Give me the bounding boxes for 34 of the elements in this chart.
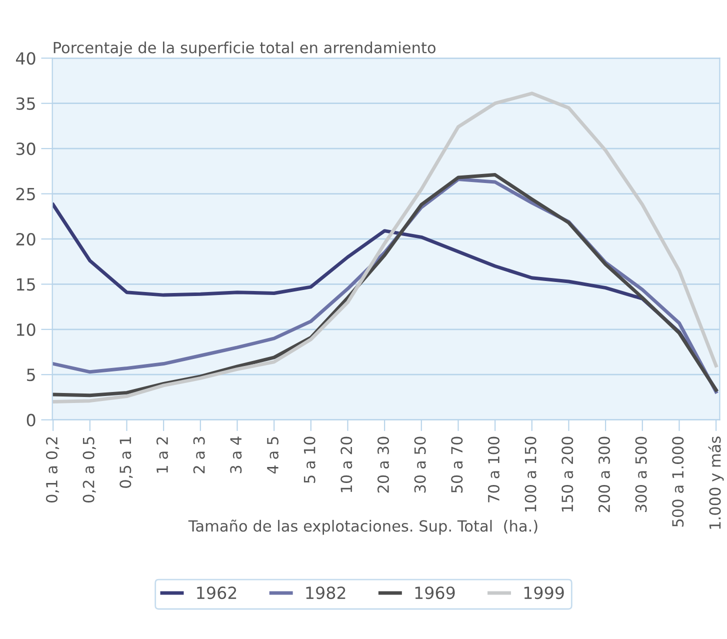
x-tick-label: 0,1 a 0,2	[46, 437, 60, 502]
y-tick-label: 20	[16, 232, 36, 246]
x-tick-label: 30 a 50	[414, 436, 426, 493]
x-tick-label: 1.000 y más	[708, 436, 724, 529]
x-tick-label: 0,5 a 1	[120, 437, 133, 488]
y-tick-label: 5	[27, 368, 35, 382]
y-tick-label: 0	[26, 414, 36, 426]
x-tick-label: 4 a 5	[267, 437, 278, 474]
x-tick-label: 2 a 3	[193, 437, 205, 474]
x-tick-label: 5 a 10	[304, 436, 316, 483]
y-tick-label: 40	[16, 52, 36, 65]
x-tick-label: 0,2 a 0,5	[82, 437, 96, 502]
legend-label: 1982	[306, 586, 346, 600]
y-axis-title: Porcentaje de la superficie total en arrendamiento	[54, 42, 436, 56]
x-tick-label: 3 a 4	[230, 436, 242, 474]
x-tick-label: 300 a 500	[635, 436, 647, 512]
x-tick-label: 500 a 1.000	[672, 436, 684, 527]
y-tick-label: 15	[16, 278, 35, 291]
x-tick-label: 10 a 20	[340, 436, 352, 492]
x-tick-label: 1 a 2	[156, 437, 168, 473]
legend-label: 1969	[415, 586, 455, 600]
x-tick-label: 70 a 100	[488, 436, 500, 502]
legend-label: 1999	[524, 586, 564, 600]
x-axis-title: Tamaño de las explotaciones. Sup. Total (ha.)	[188, 520, 538, 535]
x-tick-label: 200 a 300	[598, 436, 610, 512]
y-tick-label: 35	[16, 97, 35, 110]
y-tick-label: 25	[16, 188, 35, 200]
x-tick-label: 150 a 200	[562, 436, 574, 512]
y-tick-label: 30	[16, 142, 36, 156]
legend-label: 1962	[197, 586, 236, 600]
y-tick-label: 10	[16, 323, 36, 336]
x-tick-label: 20 a 30	[377, 436, 389, 493]
x-tick-label: 50 a 70	[451, 436, 463, 493]
x-tick-label: 100 a 150	[524, 436, 536, 512]
